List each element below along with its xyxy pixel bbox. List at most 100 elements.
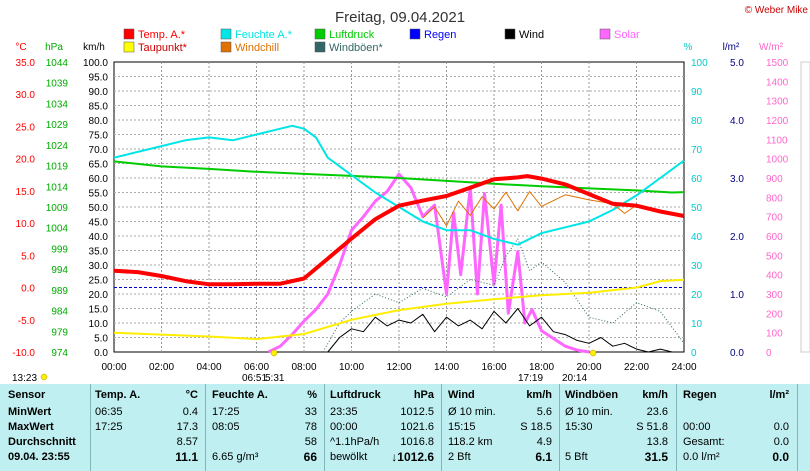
table-cell: Ø 10 min.	[565, 406, 613, 418]
series-layer	[113, 124, 685, 354]
table-cell: 0.4	[182, 406, 198, 418]
left-axis-tick: 30.0	[16, 90, 36, 101]
right-axis-tick: 90	[691, 87, 703, 98]
left-axis-tick: 75.0	[89, 131, 109, 142]
legend-swatch	[409, 28, 421, 40]
table-cell: 0.0 l/m²	[683, 451, 720, 463]
left-axis-tick: 1019	[46, 162, 69, 173]
series-line-wind	[327, 308, 684, 353]
left-axis-tick: 40.0	[89, 232, 109, 243]
left-axis-tick: 979	[51, 327, 68, 338]
right-axis-tick: 0	[766, 348, 772, 359]
table-cell: 17:25	[212, 406, 240, 418]
table-cell: 0.0	[773, 436, 789, 448]
table-header-cell: Wind	[448, 389, 475, 401]
right-axis-tick: 400	[766, 271, 783, 282]
summary-table: Sensor Temp. A. °C Feuchte A.% Luftdruck hPa W…	[0, 384, 810, 471]
series-line-taupunkt	[113, 278, 685, 341]
table-cell: 2 Bft	[448, 451, 471, 463]
table-cell: 58	[304, 436, 317, 448]
table-header-row: Sensor Temp. A. °C Feuchte A.% Luftdruck hPa W…	[0, 388, 810, 403]
table-cell: 66	[303, 450, 317, 464]
table-cell: ^1.1hPa/h	[330, 436, 380, 448]
right-axis-unit: l/m²	[723, 42, 740, 53]
x-axis-tick: 16:00	[481, 362, 506, 373]
sun-mark-label: 5:31	[265, 373, 285, 384]
weather-chart: °C 35.0 30.0 25.0 20.0 15.0 10.0 5.0 0.0 -5.0 -10.…	[12, 5, 810, 384]
right-axis-tick: 100	[766, 329, 783, 340]
right-axis-tick: 1000	[766, 155, 789, 166]
table-cell: 15:30	[565, 421, 593, 433]
left-axis-tick: 989	[51, 286, 68, 297]
legend-swatch	[504, 28, 516, 40]
table-column-separator	[205, 384, 206, 471]
right-axis-tick: 1500	[766, 58, 789, 69]
left-axis-tick: 20.0	[89, 290, 109, 301]
sun-mark-label: 06:51	[242, 373, 267, 384]
x-axis-tick: 24:00	[671, 362, 696, 373]
table-cell: 78	[304, 421, 317, 433]
table-cell: 17:25	[95, 421, 123, 433]
legend-label: Windchill	[235, 42, 279, 54]
legend-swatch	[123, 41, 135, 53]
table-cell: 08:05	[212, 421, 240, 433]
table-cell: 118.2 km	[448, 436, 493, 448]
left-axis-tick: 10.0	[16, 219, 36, 230]
minichart-edge	[800, 61, 810, 353]
legend-swatch	[220, 28, 232, 40]
left-axis-tick: 10.0	[89, 319, 109, 330]
left-axis-unit: km/h	[83, 42, 105, 53]
table-row-label: MinWert	[8, 406, 52, 418]
left-axis-tick: 984	[51, 307, 68, 318]
left-axis-tick: 100.0	[83, 58, 108, 69]
table-cell: 13.8	[646, 436, 668, 448]
left-axis-tick: 15.0	[16, 187, 36, 198]
series-line-windchill	[422, 191, 637, 227]
sun-icon	[40, 373, 48, 381]
table-header-cell: hPa	[413, 389, 434, 401]
legend-swatch	[314, 41, 326, 53]
table-row: 09.04. 23:55 11.1 6.65 g/m³ 66 bewölkt ↓1012.…	[0, 450, 810, 465]
left-axis-tick: 0.0	[21, 284, 35, 295]
left-axis-tick: -10.0	[12, 348, 35, 359]
left-axis-tick: 60.0	[89, 174, 109, 185]
table-cell: 1012.5	[400, 406, 434, 418]
table-column-separator	[324, 384, 325, 471]
right-axis-tick: 1100	[766, 135, 788, 146]
table-cell: S 18.5	[520, 421, 552, 433]
right-axis-tick: 300	[766, 290, 783, 301]
x-axis-tick: 14:00	[434, 362, 459, 373]
left-axis-tick: 25.0	[89, 276, 109, 287]
right-axis-tick: 60	[691, 174, 703, 185]
legend-label: Luftdruck	[329, 29, 375, 41]
right-axis-tick: 20	[691, 290, 703, 301]
table-header-cell: Regen	[683, 389, 717, 401]
table-cell: ↓1012.6	[391, 450, 434, 464]
left-axis-tick: 55.0	[89, 189, 109, 200]
right-axis-tick: 2.0	[730, 232, 744, 243]
table-cell: 33	[304, 406, 317, 418]
left-axis-tick: 95.0	[89, 73, 109, 84]
legend-swatch	[220, 41, 232, 53]
table-cell: 1016.8	[400, 436, 434, 448]
right-axis-tick: 5.0	[730, 58, 744, 69]
table-cell: 15:15	[448, 421, 476, 433]
table-cell: Gesamt:	[683, 436, 725, 448]
right-axis-tick: 800	[766, 193, 783, 204]
table-cell: 0.0	[773, 421, 789, 433]
left-axis-tick: 994	[51, 265, 68, 276]
legend-swatch	[599, 28, 611, 40]
right-axis-tick: 0	[691, 348, 697, 359]
left-axis-tick: 50.0	[89, 203, 109, 214]
sun-marks: 13:23 06:515:31 17:19 20:14	[12, 349, 597, 384]
table-cell: 6.65 g/m³	[212, 451, 259, 463]
right-axis-tick: 30	[691, 261, 703, 272]
left-axis-tick: 35.0	[89, 247, 109, 258]
table-cell: 11.1	[175, 450, 198, 464]
left-axis-tick: 25.0	[16, 122, 36, 133]
table-header-cell: Luftdruck	[330, 389, 381, 401]
sun-icon	[589, 349, 597, 357]
left-axis-tick: 70.0	[89, 145, 109, 156]
left-axis-unit: hPa	[45, 42, 63, 53]
table-row: MaxWert 17:25 17.3 08:05 78 00:00 1021.6 15:15 S…	[0, 420, 810, 435]
